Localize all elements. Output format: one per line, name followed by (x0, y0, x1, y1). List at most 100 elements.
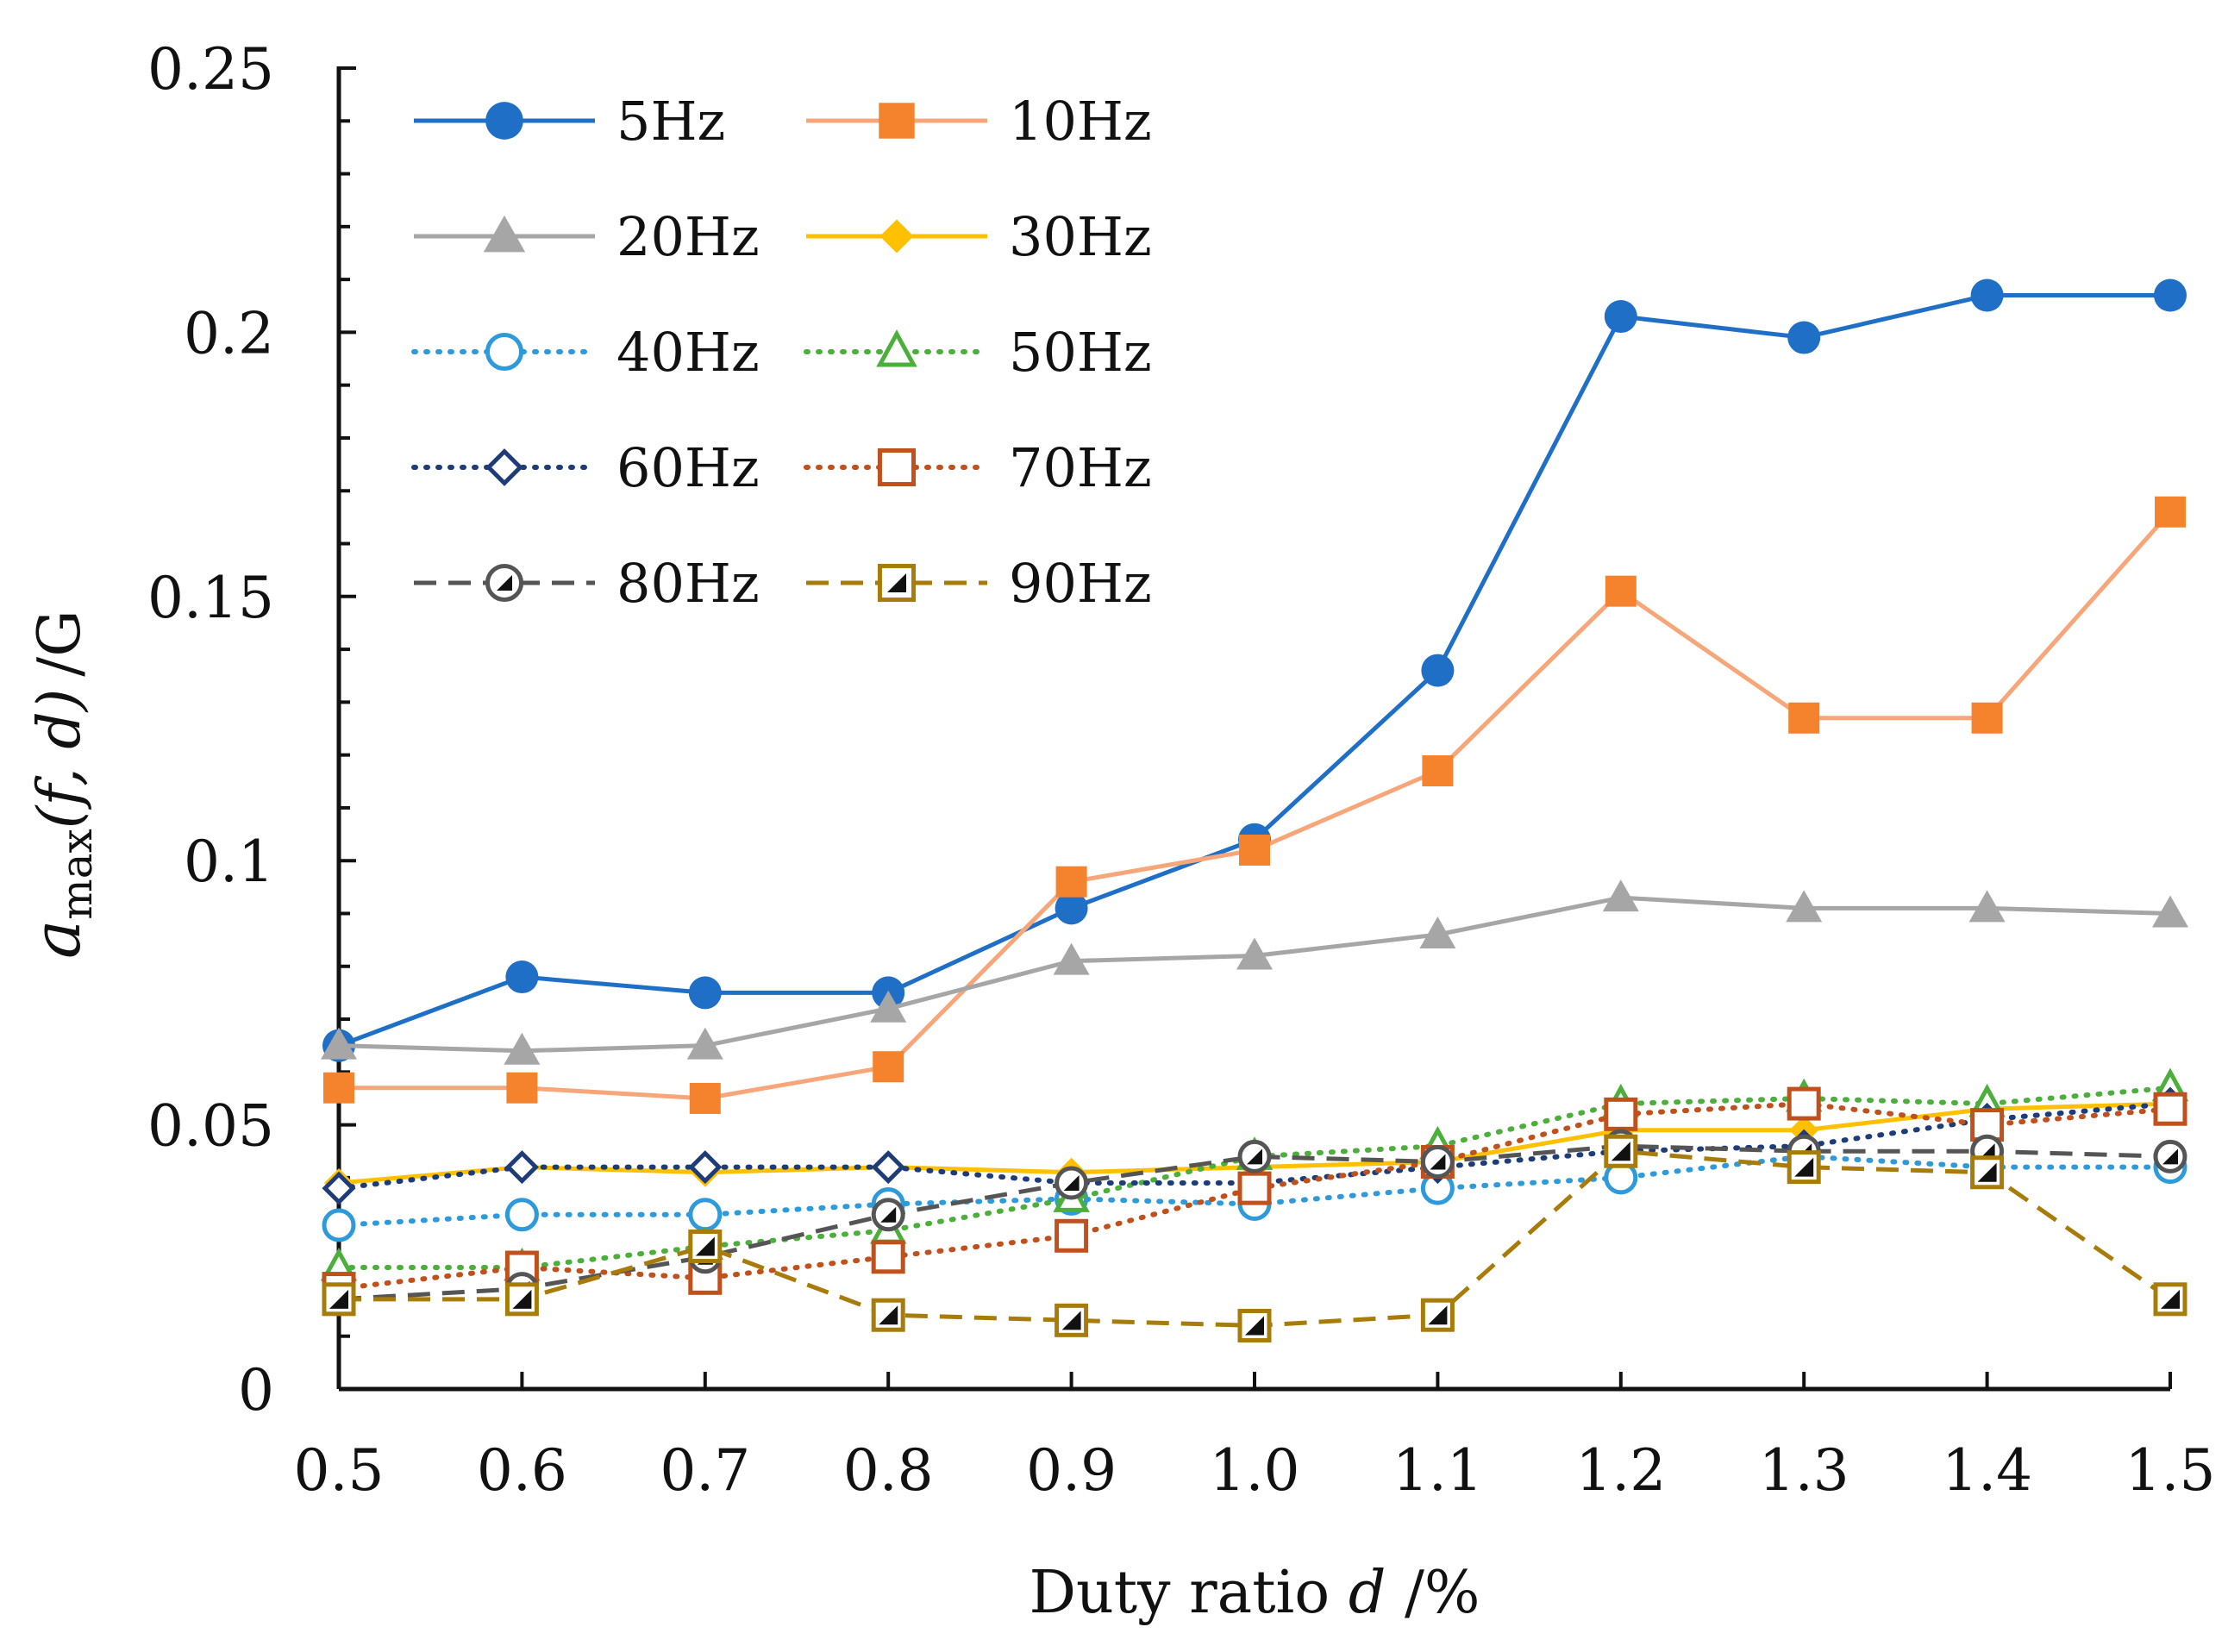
80hz-marker-fill (1063, 1175, 1080, 1192)
y-tick-label: 0.25 (147, 36, 274, 103)
20hz-marker (2152, 895, 2188, 928)
x-tick-label: 1.1 (1392, 1437, 1483, 1504)
20hz-marker (686, 1027, 723, 1060)
20hz-marker (321, 1027, 357, 1060)
x-tick-label: 0.5 (294, 1437, 385, 1504)
80hz-marker-fill (1430, 1154, 1446, 1170)
y-tick-label: 0.05 (147, 1093, 274, 1160)
x-tick-label: 0.7 (660, 1437, 750, 1504)
80hz-marker-fill (880, 1206, 897, 1223)
y-axis-title-args: (f, d) (26, 689, 94, 829)
series-10hz (323, 496, 2186, 1114)
legend-label: 90Hz (1009, 552, 1152, 615)
90hz-marker-fill (887, 573, 906, 592)
50hz-marker (876, 329, 917, 367)
80hz-marker (871, 1198, 905, 1232)
x-axis-title-var: d (1349, 1559, 1386, 1627)
10hz-marker (1971, 702, 2003, 734)
10hz-marker (1605, 575, 1637, 607)
10hz-marker (879, 103, 915, 139)
x-tick-label: 0.8 (843, 1437, 934, 1504)
series-80hz (322, 1129, 2187, 1317)
legend: 5Hz 10Hz 20Hz 30Hz 40Hz 50Hz 60Hz 70Hz 80Hz 90Hz (411, 90, 1152, 615)
legend-item-60hz: 60Hz (411, 436, 760, 499)
90hz-marker-fill (1428, 1305, 1448, 1325)
90hz-marker-fill (1611, 1142, 1630, 1161)
5hz-marker (688, 976, 722, 1010)
y-tick-label: 0 (238, 1357, 274, 1424)
series-line-50hz (336, 1085, 2173, 1271)
x-tick-label: 1.3 (1759, 1437, 1849, 1504)
svg-text:amax(f, d)/G: amax(f, d) /G (18, 610, 102, 959)
5hz-marker (2154, 278, 2187, 312)
90hz-marker-fill (1245, 1316, 1264, 1336)
60hz-marker (322, 1171, 356, 1205)
10hz-marker (873, 1051, 904, 1083)
x-tick-label: 1.2 (1575, 1437, 1666, 1504)
40hz-marker (485, 332, 524, 372)
series-20hz (321, 879, 2188, 1065)
10hz-marker (1239, 834, 1270, 866)
20hz-marker (504, 1032, 541, 1065)
70hz-marker (877, 447, 917, 487)
10hz-marker (689, 1082, 721, 1114)
90hz-marker-fill (695, 1236, 715, 1256)
x-axis-title-unit: /% (1386, 1559, 1480, 1627)
y-tick-label: 0.1 (184, 829, 274, 895)
90hz-marker-fill (2161, 1289, 2180, 1309)
legend-item-70hz: 70Hz (804, 436, 1152, 499)
20hz-marker (1053, 942, 1090, 975)
60hz-marker (504, 1150, 539, 1185)
20hz-marker (1602, 879, 1639, 912)
30hz-marker (879, 219, 914, 253)
series-70hz (322, 1086, 2187, 1306)
y-tick-label: 0.2 (184, 300, 274, 366)
x-tick-label: 0.6 (477, 1437, 567, 1504)
legend-item-40hz: 40Hz (411, 321, 760, 384)
x-tick-label: 0.9 (1026, 1437, 1117, 1504)
tick-labels: 0.5 0.6 0.7 0.8 0.9 1.0 1.1 1.2 1.3 1.4 1.5 0 0.05 0.… (147, 36, 2215, 1504)
5hz-marker (1787, 321, 1821, 354)
legend-label: 5Hz (616, 90, 725, 153)
10hz-marker (1055, 866, 1087, 898)
60hz-marker (688, 1150, 723, 1185)
20hz-marker (1968, 890, 2006, 923)
legend-label: 60Hz (616, 436, 760, 499)
90hz-marker (1055, 1303, 1089, 1337)
90hz-marker (1787, 1150, 1821, 1185)
legend-item-5hz: 5Hz (414, 90, 725, 153)
90hz-marker-fill (879, 1305, 898, 1325)
90hz-marker-fill (329, 1289, 348, 1309)
5hz-marker (505, 961, 539, 994)
5hz-marker (1421, 654, 1455, 687)
series-90hz (322, 1134, 2187, 1342)
legend-label: 70Hz (1009, 436, 1152, 499)
10hz-marker (506, 1072, 538, 1104)
5hz-marker (1604, 300, 1637, 334)
legend-item-20hz: 20Hz (414, 205, 760, 268)
y-axis-title: amax(f, d) /G (18, 610, 102, 959)
legend-label: 20Hz (616, 205, 760, 268)
x-axis-title-text: Duty ratio (1029, 1559, 1348, 1627)
80hz-marker-fill (1247, 1148, 1262, 1165)
x-tick-label: 1.0 (1210, 1437, 1300, 1504)
x-tick-label: 1.4 (1942, 1437, 2032, 1504)
90hz-marker-fill (1977, 1162, 1997, 1182)
legend-label: 30Hz (1009, 205, 1152, 268)
70hz-marker (1787, 1086, 1821, 1121)
legend-label: 10Hz (1009, 90, 1152, 153)
60hz-marker (871, 1150, 905, 1185)
90hz-marker-fill (1794, 1157, 1814, 1177)
legend-label: 40Hz (616, 321, 760, 384)
10hz-marker (2155, 496, 2186, 528)
80hz-marker-fill (497, 575, 512, 591)
series-layer (320, 278, 2189, 1342)
20hz-marker (870, 990, 907, 1023)
legend-item-90hz: 90Hz (806, 552, 1152, 615)
10hz-marker (1788, 702, 1820, 734)
40hz-marker (322, 1208, 356, 1242)
90hz-marker (1420, 1298, 1455, 1332)
legend-item-30hz: 30Hz (806, 205, 1152, 268)
series-line-20hz (338, 895, 2171, 1054)
y-tick-label: 0.15 (147, 565, 274, 631)
